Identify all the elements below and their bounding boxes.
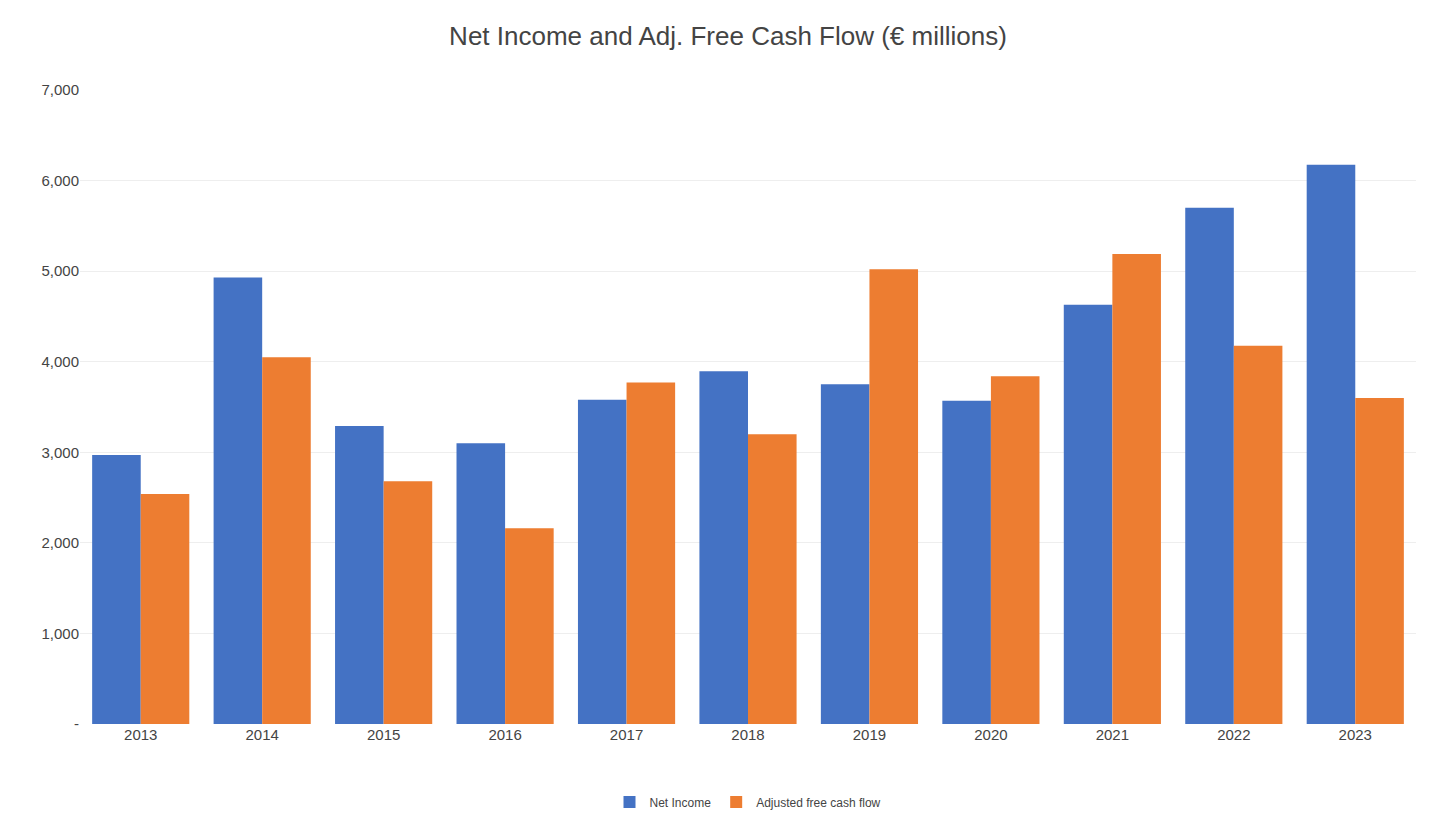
svg-text:2016: 2016 (488, 726, 521, 743)
svg-text:Net Income: Net Income (650, 796, 712, 810)
svg-text:Adjusted free cash flow: Adjusted free cash flow (756, 796, 880, 810)
svg-text:2023: 2023 (1339, 726, 1372, 743)
svg-text:2013: 2013 (124, 726, 157, 743)
svg-text:2022: 2022 (1217, 726, 1250, 743)
svg-text:2018: 2018 (731, 726, 764, 743)
svg-text:2020: 2020 (974, 726, 1007, 743)
svg-text:5,000: 5,000 (41, 262, 79, 279)
svg-text:7,000: 7,000 (41, 81, 79, 98)
svg-text:-: - (74, 715, 79, 732)
svg-text:1,000: 1,000 (41, 625, 79, 642)
svg-text:6,000: 6,000 (41, 172, 79, 189)
svg-text:2,000: 2,000 (41, 534, 79, 551)
svg-text:2021: 2021 (1096, 726, 1129, 743)
svg-text:2014: 2014 (245, 726, 278, 743)
svg-text:4,000: 4,000 (41, 353, 79, 370)
svg-text:2017: 2017 (610, 726, 643, 743)
svg-text:3,000: 3,000 (41, 444, 79, 461)
svg-text:2019: 2019 (853, 726, 886, 743)
svg-text:2015: 2015 (367, 726, 400, 743)
svg-text:Net Income and Adj. Free Cash: Net Income and Adj. Free Cash Flow (€ mi… (449, 21, 1007, 51)
